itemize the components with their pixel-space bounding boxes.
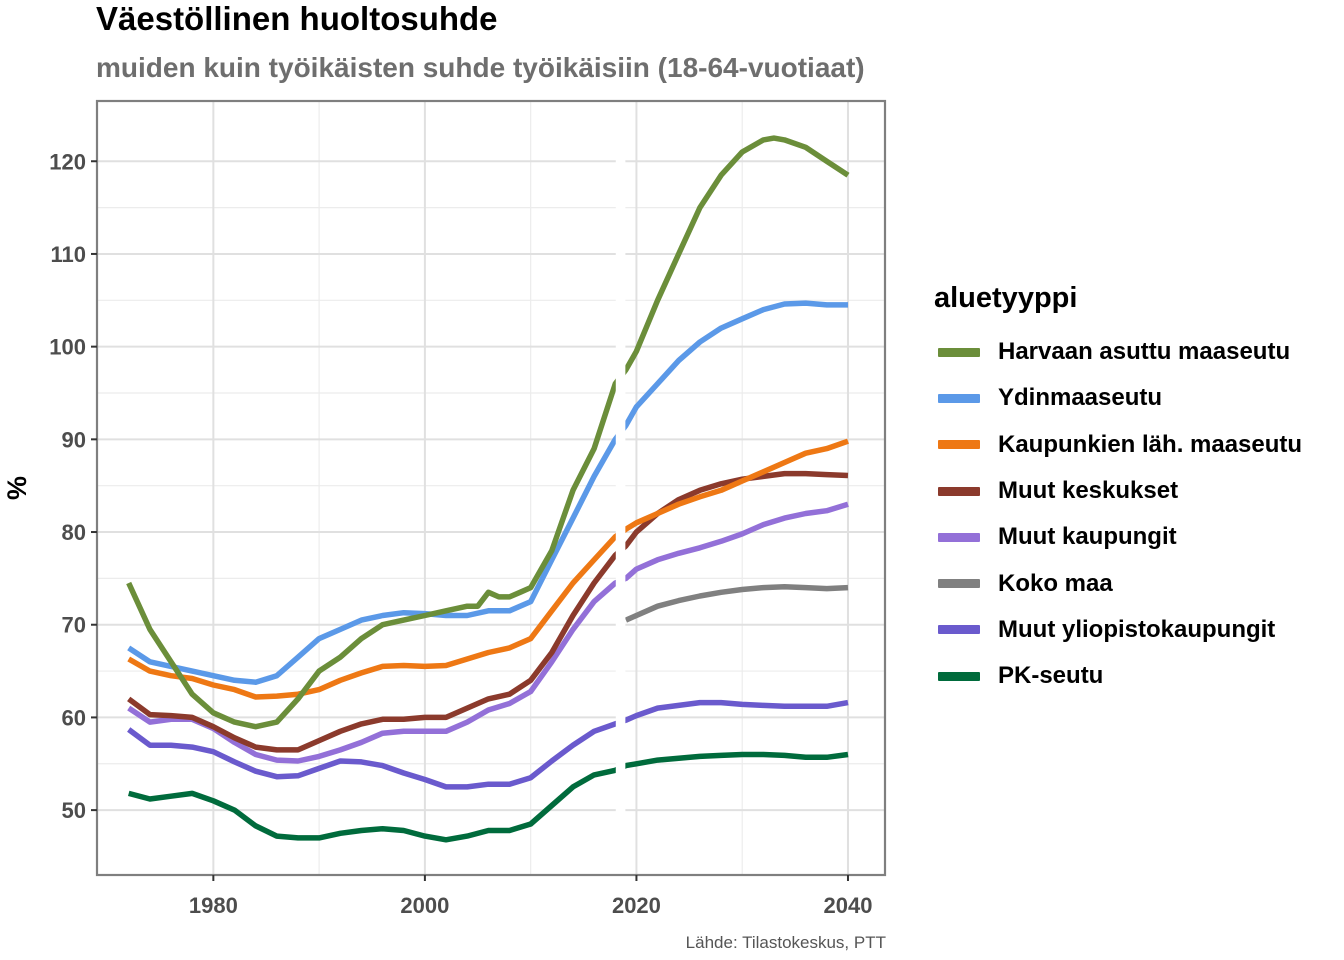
legend-key — [938, 440, 980, 450]
y-tick-label: 50 — [62, 798, 86, 823]
source-caption: Lähde: Tilastokeskus, PTT — [685, 933, 886, 952]
legend-key — [938, 671, 980, 681]
legend-label: PK-seutu — [998, 662, 1104, 690]
y-tick-label: 90 — [62, 427, 86, 452]
legend-label: Ydinmaaseutu — [998, 384, 1163, 412]
series-line — [127, 470, 849, 753]
legend-label: Muut yliopistokaupungit — [998, 615, 1276, 643]
line-chart: 50 60 70 80 90 100 110 120 1980 2000 2020 2040 % — [2, 99, 887, 918]
legend-item: Ydinmaaseutu — [934, 375, 1302, 421]
major-gridlines — [97, 101, 885, 875]
legend-item: Koko maa — [934, 560, 1302, 606]
y-tick-label: 80 — [62, 520, 86, 545]
x-tick-label: 2020 — [612, 893, 661, 918]
legend-label: Koko maa — [998, 569, 1113, 597]
legend-key — [938, 625, 980, 635]
legend-item: Muut yliopistokaupungit — [934, 607, 1302, 653]
legend-key — [938, 486, 980, 496]
legend-item: Harvaan asuttu maaseutu — [934, 329, 1302, 375]
series-line — [127, 501, 849, 764]
legend-item: Kaupunkien läh. maaseutu — [934, 422, 1302, 468]
plot-panel — [97, 101, 885, 875]
plot-border — [95, 99, 887, 877]
x-axis: 1980 2000 2020 2040 — [189, 875, 873, 918]
legend-item: Muut kaupungit — [934, 514, 1302, 560]
legend-item: PK-seutu — [934, 653, 1302, 699]
y-tick-label: 120 — [49, 149, 86, 174]
projection-gap — [615, 102, 626, 874]
y-tick-label: 60 — [62, 705, 86, 730]
legend-label: Kaupunkien läh. maaseutu — [998, 430, 1303, 458]
legend-key — [938, 347, 980, 357]
legend: aluetyyppi Harvaan asuttu maaseutu Ydinma… — [934, 282, 1302, 699]
legend-label: Harvaan asuttu maaseutu — [998, 338, 1291, 366]
x-tick-label: 2040 — [824, 893, 873, 918]
y-tick-label: 70 — [62, 613, 86, 638]
y-tick-label: 110 — [51, 242, 87, 267]
minor-gridlines — [97, 101, 885, 875]
series-line — [127, 751, 849, 843]
series-layer — [126, 135, 850, 843]
legend-item: Muut keskukset — [934, 468, 1302, 514]
y-tick-label: 100 — [49, 335, 86, 360]
series-line — [127, 300, 848, 685]
series-line — [624, 583, 849, 623]
chart-title: Väestöllinen huoltosuhde — [96, 0, 498, 37]
chart-subtitle: muiden kuin työikäisten suhde työikäisii… — [96, 52, 865, 83]
legend-label: Muut kaupungit — [998, 523, 1177, 551]
x-tick-label: 1980 — [189, 893, 238, 918]
series-line — [126, 135, 850, 730]
legend-key — [938, 532, 980, 542]
legend-key — [938, 393, 980, 403]
y-axis-label: % — [2, 476, 32, 500]
legend-label: Muut keskukset — [998, 477, 1179, 505]
series-line — [127, 699, 849, 790]
projection-break — [615, 102, 626, 874]
legend-title: aluetyyppi — [934, 282, 1078, 314]
series-line — [127, 438, 849, 700]
legend-items: Harvaan asuttu maaseutu Ydinmaaseutu Kaupu… — [934, 329, 1302, 699]
x-tick-label: 2000 — [400, 893, 449, 918]
legend-key — [938, 579, 980, 589]
y-axis: 50 60 70 80 90 100 110 120 — [49, 149, 97, 823]
